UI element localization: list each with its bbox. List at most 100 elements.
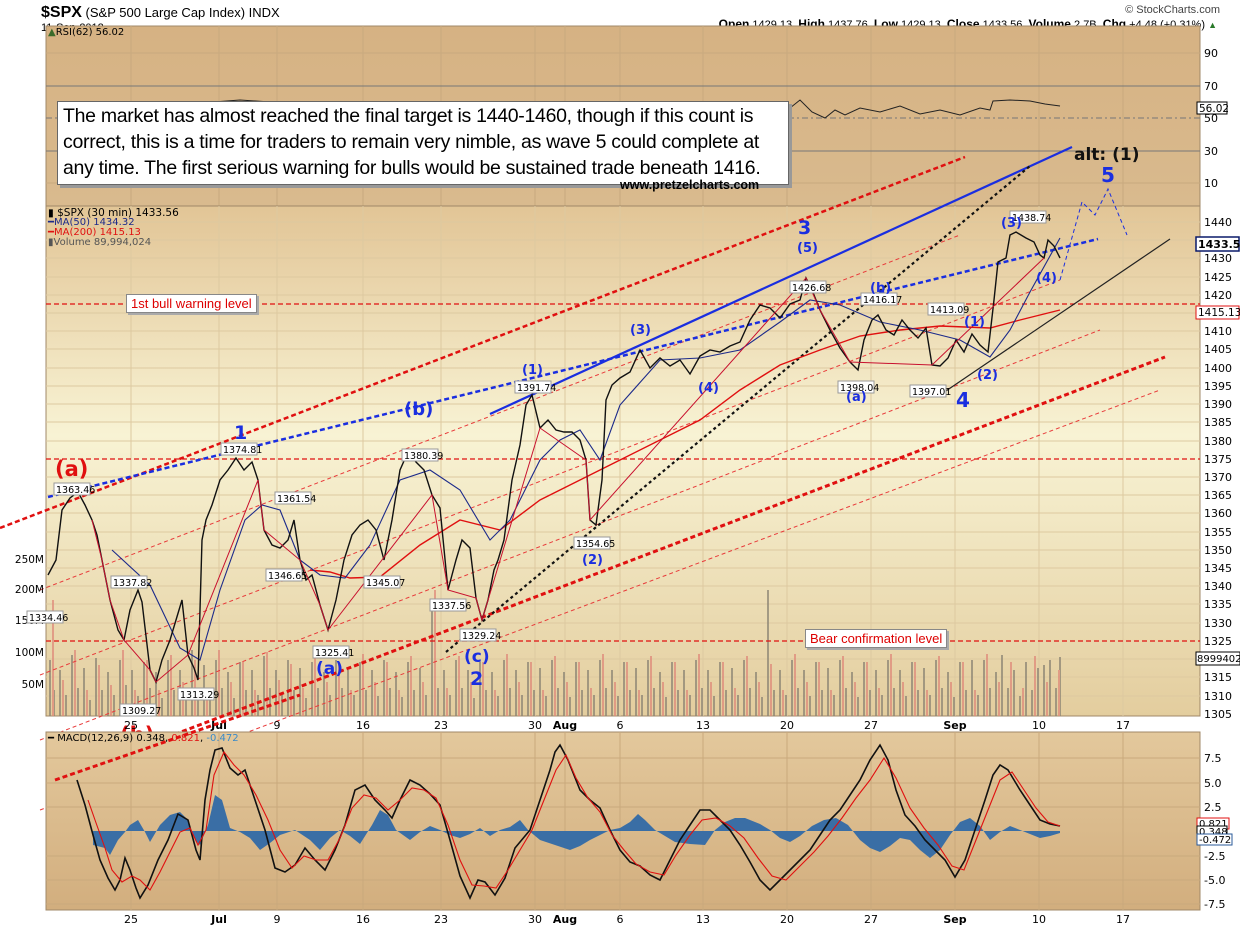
price-tick: 1315	[1204, 671, 1232, 684]
x-axis-bottom: 25 Jul 9 16 23 30 Aug 6 13 20 27 Sep 10 …	[124, 913, 1130, 926]
bull-warning-label: 1st bull warning level	[126, 294, 257, 313]
volume-tick: 250M	[15, 554, 44, 566]
price-tick: 1370	[1204, 471, 1232, 484]
price-tick: 1440	[1204, 216, 1232, 229]
annotation-note: The market has almost reached the final …	[57, 101, 789, 185]
copyright: © StockCharts.com	[1125, 4, 1220, 16]
x-tick: 10	[1032, 719, 1046, 732]
wave-label: (b)	[870, 281, 891, 296]
x-tick: 13	[696, 913, 710, 926]
x-tick: 23	[434, 719, 448, 732]
wave-label: (a)	[55, 457, 88, 481]
x-tick: Sep	[943, 913, 966, 926]
legend-ma50: MA(50) 1434.32	[54, 217, 135, 228]
x-tick: 17	[1116, 913, 1130, 926]
rsi-tick: 30	[1204, 145, 1218, 158]
price-tick: 1390	[1204, 398, 1232, 411]
price-label: 1426.68	[792, 283, 831, 294]
rsi-value-tag: 56.02	[1199, 103, 1229, 115]
macd-hist-tag: -0.472	[1199, 835, 1231, 846]
wave-label: 1	[234, 422, 247, 444]
macd-signal-tag: 0.821	[1199, 819, 1228, 830]
price-legend: ▮ $SPX (30 min) 1433.56 ━MA(50) 1434.32 …	[48, 208, 179, 248]
price-tick: 1420	[1204, 289, 1232, 302]
symbol: $SPX	[41, 4, 82, 21]
ma200-tag: 1415.13	[1198, 307, 1240, 319]
wave-label: (1)	[522, 363, 543, 378]
rsi-legend-text: RSI(62) 56.02	[55, 27, 125, 38]
price-tick: 1380	[1204, 435, 1232, 448]
x-tick: 27	[864, 719, 878, 732]
macd-tick: 5.0	[1204, 777, 1222, 790]
volume-tag: 89994024	[1197, 654, 1240, 665]
x-tick: 9	[274, 719, 281, 732]
volume-bars-icon: ▮	[48, 237, 54, 248]
price-tick: 1310	[1204, 690, 1232, 703]
wave-label: (a)	[846, 390, 867, 405]
x-tick: 20	[780, 913, 794, 926]
x-tick: Sep	[943, 719, 966, 732]
x-tick: 25	[124, 719, 138, 732]
x-tick: 6	[617, 719, 624, 732]
price-tick: 1360	[1204, 507, 1232, 520]
wave-label: (2)	[582, 553, 603, 568]
legend-ma200: MA(200) 1415.13	[54, 227, 141, 238]
rsi-tick: 10	[1204, 177, 1218, 190]
macd-swatch-icon: ━	[48, 733, 55, 744]
price-tick: 1330	[1204, 617, 1232, 630]
x-tick: 23	[434, 913, 448, 926]
price-label: 1345.07	[366, 578, 405, 589]
chart-title: $SPX (S&P 500 Large Cap Index) INDX	[41, 4, 280, 22]
macd-panel: 7.5 5.0 2.5 -2.5 -5.0 -7.5 0.821 0.348 -…	[45, 731, 1233, 911]
rsi-tick: 70	[1204, 80, 1218, 93]
wave-label: (2)	[977, 368, 998, 383]
macd-signal: 0.821	[171, 733, 200, 744]
price-tick: 1335	[1204, 598, 1232, 611]
price-tick: 1385	[1204, 416, 1232, 429]
wave-label: (3)	[630, 323, 651, 338]
macd-hist: -0.472	[206, 733, 239, 744]
volume-tick: 50M	[22, 679, 44, 691]
wave-label: (4)	[698, 381, 719, 396]
wave-label: 3	[798, 217, 811, 239]
price-tick: 1395	[1204, 380, 1232, 393]
price-label: 1438.74	[1012, 213, 1051, 224]
legend-volume: Volume 89,994,024	[53, 237, 152, 248]
price-label: 1413.09	[930, 305, 969, 316]
price-label: 1363.46	[56, 485, 95, 496]
x-tick: 30	[528, 719, 542, 732]
x-axis-top: 25 Jul 9 16 23 30 Aug 6 13 20 27 Sep 10 …	[124, 719, 1130, 732]
price-tick: 1355	[1204, 526, 1232, 539]
ma200-swatch-icon: ━	[48, 227, 55, 238]
price-axis: 1440 1430 1425 1420 1410 1405 1400 1395 …	[1204, 216, 1232, 721]
price-panel: 1440 1430 1425 1420 1410 1405 1400 1395 …	[0, 145, 1240, 811]
price-label: 1354.65	[576, 539, 615, 550]
price-label: 1391.74	[517, 383, 556, 394]
price-label: 1334.46	[29, 613, 68, 624]
rsi-legend: ▲RSI(62) 56.02	[48, 27, 124, 38]
x-tick: Aug	[553, 719, 577, 732]
legend-main: $SPX (30 min) 1433.56	[57, 207, 179, 219]
macd-tick: -5.0	[1204, 874, 1225, 887]
price-label: 1398.04	[840, 383, 879, 394]
x-tick: 17	[1116, 719, 1130, 732]
x-tick: 20	[780, 719, 794, 732]
macd-tick: 7.5	[1204, 752, 1222, 765]
price-tick: 1375	[1204, 453, 1232, 466]
price-tick: 1365	[1204, 489, 1232, 502]
price-label: 1380.39	[404, 451, 443, 462]
x-tick: 10	[1032, 913, 1046, 926]
price-label: 1309.27	[122, 706, 161, 717]
x-tick: 13	[696, 719, 710, 732]
wave-label: 2	[470, 668, 483, 690]
price-labels: 1363.46 1334.46 1337.82 1309.27 1313.29 …	[26, 210, 1051, 717]
up-triangle-icon: ▲	[1208, 20, 1217, 30]
wave-label: (1)	[964, 315, 985, 330]
macd-value-tag: 0.348	[1199, 827, 1228, 838]
price-tick: 1405	[1204, 343, 1232, 356]
wave-label: alt: (1)	[1074, 145, 1140, 165]
macd-params: MACD(12,26,9)	[57, 733, 134, 744]
price-label: 1313.29	[180, 690, 219, 701]
watermark-url: www.pretzelcharts.com	[620, 178, 760, 192]
price-label: 1397.01	[912, 387, 951, 398]
